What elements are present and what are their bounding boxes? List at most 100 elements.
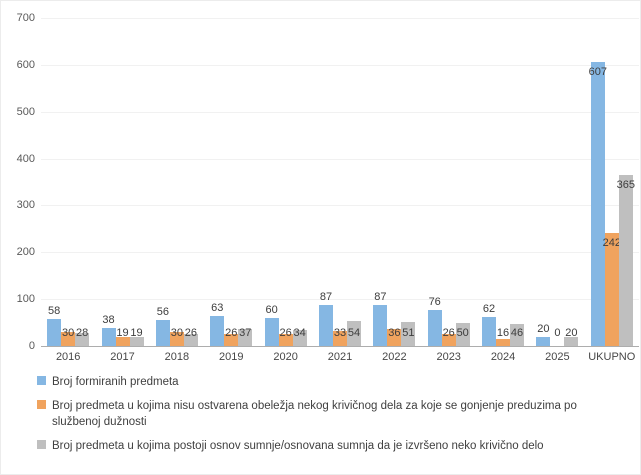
bar-slot: 30 (61, 18, 76, 346)
bar-slot: 33 (332, 18, 347, 346)
bar-group-2022: 87 36 51 (367, 18, 421, 346)
bar-slot: 76 (427, 18, 442, 346)
bar-slot: 19 (129, 18, 144, 346)
bar-value-label: 63 (211, 302, 224, 315)
x-tick-label: 2021 (327, 351, 353, 363)
bar-value-label: 36 (388, 327, 401, 339)
gridline (41, 158, 639, 160)
bar-value-label: 87 (374, 291, 387, 304)
bar-series-0 (155, 319, 170, 346)
gridline (41, 299, 639, 301)
x-axis: 2016 2017 2018 2019 2020 2021 2022 2023 2024 2025… (41, 351, 639, 363)
bar-value-label: 26 (442, 327, 455, 339)
bar-slot: 87 (318, 18, 333, 346)
y-tick-label: 200 (16, 246, 35, 259)
bar-value-label: 56 (156, 305, 170, 318)
bar-series-0 (427, 310, 442, 346)
bar-series-2 (238, 328, 253, 346)
bar-slot: 63 (210, 18, 225, 346)
bar-value-label: 51 (402, 327, 415, 339)
x-axis-line (41, 346, 639, 347)
bar-series-2 (618, 174, 633, 346)
bar-slot: 58 (47, 18, 62, 346)
y-tick-label: 400 (16, 152, 35, 165)
legend-label: Broj predmeta u kojima postoji osnov sum… (52, 440, 544, 453)
bar-value-label: 30 (170, 327, 184, 339)
bar-series-0 (210, 316, 225, 346)
bar-value-label: 19 (116, 327, 129, 339)
legend-marker-icon (37, 440, 46, 450)
y-tick-label: 100 (16, 293, 35, 306)
x-tick-label: 2019 (219, 351, 244, 363)
bar-slot: 26 (183, 18, 198, 346)
bar-series-1 (224, 333, 239, 346)
bar-group-2021: 87 33 54 (313, 18, 367, 346)
bar-series-1 (278, 333, 293, 346)
bar-slot: 50 (455, 18, 470, 346)
bar-slot: 30 (169, 18, 184, 346)
bars-layer: 58 30 28 38 19 19 56 30 26 63 26 37 60 26 34 87 33 54 87 36… (41, 18, 639, 346)
bar-value-label: 58 (48, 304, 61, 317)
bar-slot: 26 (224, 18, 239, 346)
bar-series-2 (75, 332, 90, 346)
bar-value-label: 37 (239, 327, 252, 339)
y-axis: 0 100 200 300 400 500 600 700 (1, 1, 35, 361)
bar-value-label: 50 (456, 327, 469, 339)
legend: Broj formiranih predmeta Broj predmeta u … (37, 374, 625, 462)
gridline (41, 252, 639, 254)
bar-value-label: 62 (482, 302, 496, 315)
legend-label: Broj formiranih predmeta (52, 376, 179, 388)
bar-series-0 (264, 317, 279, 346)
bar-slot: 56 (155, 18, 170, 346)
x-tick-label: 2016 (55, 351, 81, 363)
bar-series-0 (318, 305, 333, 346)
bar-slot: 20 (536, 18, 551, 346)
bar-series-0 (482, 316, 497, 346)
bar-value-label: 54 (347, 327, 361, 339)
bar-series-0 (101, 328, 116, 346)
bar-group-2017: 38 19 19 (95, 18, 149, 346)
bar-slot: 26 (441, 18, 456, 346)
bar-series-2 (129, 337, 144, 346)
bar-value-label: 76 (428, 296, 441, 309)
bar-slot: 46 (510, 18, 525, 346)
bar-slot: 19 (115, 18, 130, 346)
bar-value-label: 30 (62, 327, 75, 339)
y-tick-label: 0 (28, 340, 35, 352)
x-tick-label: 2023 (436, 351, 461, 363)
bar-slot: 607 (589, 18, 607, 346)
bar-slot: 16 (496, 18, 511, 346)
bar-series-2 (455, 322, 470, 346)
bar-slot: 365 (616, 18, 635, 346)
bar-slot: 28 (75, 18, 90, 346)
legend-label: Broj predmeta u kojima nisu ostvarena ob… (52, 400, 577, 429)
bar-value-label: 20 (565, 327, 578, 339)
bar-group-2018: 56 30 26 (150, 18, 204, 346)
x-tick-label: UKUPNO (588, 351, 636, 363)
plot-area (41, 18, 639, 346)
legend-marker-icon (37, 400, 46, 410)
gridline (41, 18, 639, 19)
bar-value-label: 87 (319, 291, 333, 304)
y-tick-label: 600 (16, 58, 35, 71)
bar-slot: 38 (101, 18, 116, 346)
bar-group-2024: 62 16 46 (476, 18, 530, 346)
bar-slot: 26 (278, 18, 293, 346)
x-tick-label: 2017 (110, 351, 135, 363)
bar-value-label: 0 (554, 327, 561, 339)
bar-slot: 0 (550, 18, 564, 346)
bar-group-ukupno: 607 242 365 (585, 18, 639, 346)
x-tick-label: 2025 (545, 351, 570, 363)
y-tick-label: 300 (16, 199, 35, 212)
bar-value-label: 46 (510, 327, 524, 339)
bar-series-1 (115, 337, 130, 346)
bar-series-1 (169, 331, 184, 346)
bar-group-2025: 20 0 20 (530, 18, 584, 346)
bar-value-label: 365 (616, 178, 635, 191)
bar-value-label: 38 (102, 314, 115, 327)
bar-series-1 (441, 333, 456, 346)
legend-item-2: Broj predmeta u kojima postoji osnov sum… (37, 438, 625, 454)
y-tick-label: 500 (16, 105, 35, 118)
bar-series-0 (47, 318, 62, 346)
bar-value-label: 26 (279, 327, 292, 339)
